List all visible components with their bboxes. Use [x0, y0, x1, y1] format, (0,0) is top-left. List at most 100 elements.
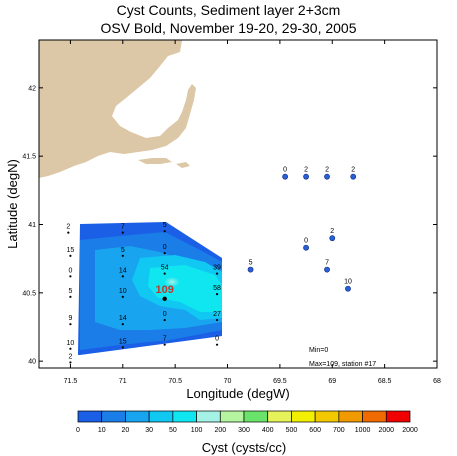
- station-value-label: 2: [325, 167, 329, 174]
- x-axis-label: Longitude (degW): [186, 386, 289, 401]
- grid-station-value-label: 5: [121, 247, 125, 254]
- station-marker: [303, 244, 309, 251]
- grid-station-value-label: 15: [119, 338, 127, 345]
- colorbar-bin: [219, 410, 245, 423]
- colorbar-bin: [148, 410, 174, 423]
- station-marker: [303, 173, 309, 180]
- grid-station-value-label: 5: [163, 222, 167, 229]
- colorbar-bin: [291, 410, 316, 423]
- station-value-label: 0: [283, 167, 287, 174]
- station-marker: [329, 235, 336, 242]
- station-value-label: 2: [351, 167, 355, 174]
- colorbar-tick-label: 20: [122, 427, 130, 434]
- x-axis: 71.5 71 70.5 70 69.5 69 68.5 68: [64, 40, 441, 385]
- grid-station-value-label: 14: [119, 315, 127, 322]
- land-mass: [39, 40, 196, 178]
- colorbar-tick-label: 1000: [355, 427, 371, 434]
- station-value-label: 0: [304, 238, 308, 245]
- grid-station-value-label: 39: [213, 265, 221, 272]
- grid-station-marker: [121, 323, 124, 326]
- station-value-label: 5: [249, 260, 253, 267]
- x-tick-label: 71: [119, 378, 127, 385]
- grid-station-marker: [121, 231, 124, 234]
- x-tick-label: 70: [224, 378, 232, 385]
- island-shape: [176, 162, 190, 168]
- x-tick-label: 69: [328, 378, 336, 385]
- colorbar-bin: [267, 410, 292, 423]
- grid-station-value-label: 0: [163, 244, 167, 251]
- colorbar-bin: [196, 410, 221, 423]
- station-marker: [324, 173, 330, 180]
- grid-station-value-label: 9: [68, 315, 72, 322]
- max-annotation: Max=109, station #17: [309, 361, 376, 368]
- colorbar-bin: [338, 410, 363, 423]
- grid-station-value-label: 27: [213, 311, 221, 318]
- colorbar: 0 10 20 30 50 100 200 300 400 500 600 700 1000 2000 20…: [76, 410, 418, 434]
- grid-station-marker: [121, 346, 124, 349]
- grid-station-value-label: 7: [163, 336, 167, 343]
- grid-station-value-label: 2: [66, 224, 70, 231]
- grid-station-marker: [215, 293, 219, 296]
- map-title-line-2: OSV Bold, November 19-20, 29-30, 2005: [100, 20, 357, 36]
- grid-station-value-label: 14: [119, 267, 127, 274]
- grid-station-marker: [215, 343, 219, 346]
- min-annotation: Min=0: [309, 347, 328, 354]
- colorbar-bin: [172, 410, 197, 423]
- y-axis-label: Latitude (degN): [5, 159, 20, 249]
- colorbar-tick-label: 100: [191, 427, 203, 434]
- grid-station-value-label: 54: [161, 265, 169, 272]
- grid-station-marker: [69, 275, 72, 278]
- mainland-shape: [39, 40, 196, 178]
- station-marker: [324, 266, 330, 273]
- grid-station-value-label: 7: [121, 224, 125, 231]
- grid-station-value-label: 0: [163, 311, 167, 318]
- colorbar-tick-label: 500: [286, 427, 298, 434]
- max-station-value: 109: [156, 284, 174, 296]
- grid-station-value-label: 10: [119, 288, 127, 295]
- grid-station-marker: [163, 272, 166, 275]
- colorbar-bin: [125, 410, 150, 423]
- colorbar-bin: [101, 410, 126, 423]
- grid-station-marker: [69, 254, 72, 257]
- grid-station-value-label: 0: [215, 336, 219, 343]
- grid-station-marker: [163, 252, 166, 255]
- y-axis: 40 40.5 41 41.5 42: [22, 85, 437, 366]
- grid-station-value-label: 10: [67, 340, 75, 347]
- y-tick-label: 40.5: [22, 290, 36, 297]
- colorbar-end-label: 2000: [402, 427, 418, 434]
- colorbar-tick-label: 200: [214, 427, 226, 434]
- colorbar-bin: [77, 410, 103, 423]
- colorbar-label: Cyst (cysts/cc): [202, 440, 287, 455]
- plot-frame: [38, 39, 438, 369]
- colorbar-tick-label: 600: [309, 427, 321, 434]
- y-tick-label: 42: [28, 85, 36, 92]
- station-marker: [350, 173, 357, 180]
- grid-station-marker: [69, 361, 72, 364]
- colorbar-tick-label: 700: [333, 427, 345, 434]
- grid-station-value-label: 15: [67, 247, 75, 254]
- grid-station-marker: [69, 295, 72, 298]
- grid-station-marker: [215, 272, 219, 275]
- colorbar-tick-label: 30: [145, 427, 153, 434]
- grid-station-marker: [215, 318, 219, 322]
- grid-station-marker: [121, 275, 124, 278]
- grid-station-marker: [67, 231, 70, 234]
- grid-station-value-label: 5: [68, 288, 72, 295]
- station-value-label: 2: [304, 167, 308, 174]
- colorbar-bin: [314, 410, 340, 423]
- station-marker: [345, 285, 351, 292]
- x-tick-label: 69.5: [273, 378, 287, 385]
- grid-station-value-label: 58: [213, 285, 221, 292]
- grid-station-marker: [121, 295, 124, 298]
- colorbar-bin: [243, 410, 269, 423]
- grid-station-marker: [163, 230, 166, 233]
- colorbar-tick-label: 50: [169, 427, 177, 434]
- x-tick-label: 68: [433, 378, 441, 385]
- colorbar-tick-label: 400: [262, 427, 274, 434]
- grid-station-marker: [69, 323, 72, 326]
- station-value-label: 7: [325, 260, 329, 267]
- colorbar-tick-label: 300: [238, 427, 250, 434]
- contour-band-100-200: [150, 268, 194, 296]
- station-layer: 0 2 2 2027105215059102751410141550540739582…: [66, 167, 357, 364]
